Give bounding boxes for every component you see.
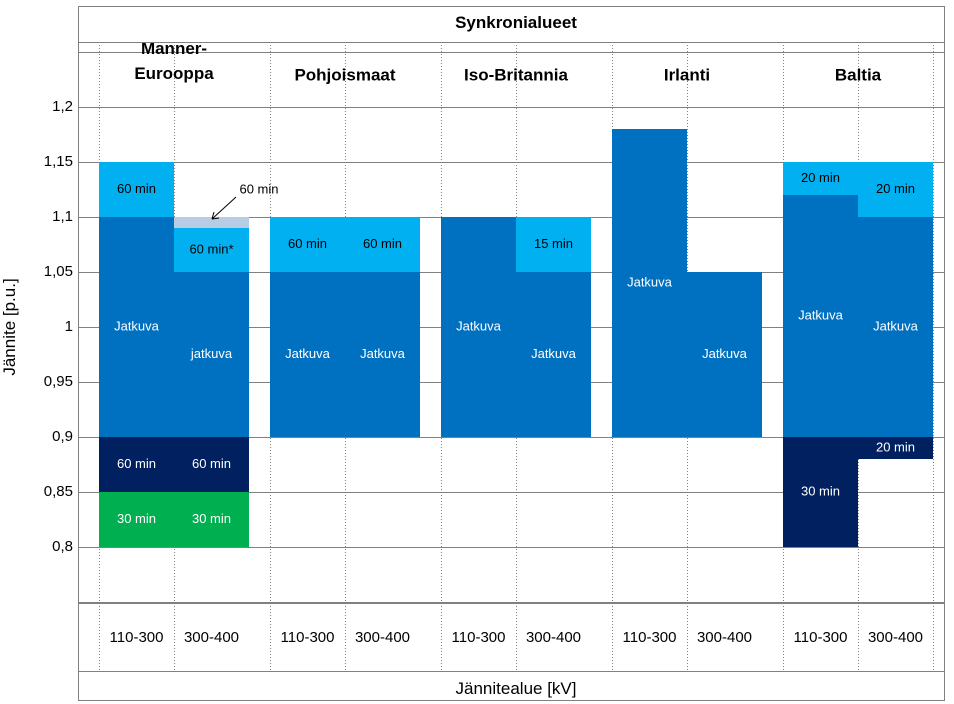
bar-segment [99,437,174,492]
bar-segment-label: 60 min [117,456,156,471]
bar-segment-label: 20 min [876,181,915,196]
y-tick-label: 0,8 [52,538,73,555]
chart-border [78,6,945,701]
bar-segment-label: Jatkuva [456,318,502,333]
y-axis-label: Jännite [p.u.] [0,278,19,375]
y-tick-label: 1,05 [44,263,73,280]
region-name: Pohjoismaat [294,65,395,84]
x-axis-label: Jännitealue [kV] [456,679,577,698]
chart-title: Synkronialueet [455,13,577,32]
bar-segment [858,217,933,437]
y-tick-label: 1,15 [44,153,73,170]
bar-segment [270,272,345,437]
bar-segment [99,217,174,437]
bar-segment-label: 60 min* [189,241,233,256]
bar-segment-label: 30 min [117,511,156,526]
bar-segment [99,492,174,547]
bar-segment-label: 20 min [801,170,840,185]
bar-segment-label: Jatkuva [627,274,673,289]
bar-segment [612,129,687,437]
callout-arrow [211,196,237,220]
bar-segment [345,272,420,437]
y-tick-label: 1,2 [52,98,73,115]
x-tick-label: 300-400 [868,629,923,646]
region-name: Baltia [835,65,882,84]
bar-segment [174,217,249,228]
frame-layer: Synkronialueet Jännitealue [kV] Jännite … [0,6,945,701]
bar-segment [174,228,249,272]
bar-segment [858,162,933,217]
bar-segment-label: 30 min [192,511,231,526]
bar-segment [783,195,858,437]
bar-segment-label: 15 min [534,236,573,251]
bar-segment [174,492,249,547]
x-tick-label: 300-400 [355,629,410,646]
bar-segment-label: jatkuva [190,346,233,361]
bar-segment [99,162,174,217]
bar-segment [516,217,591,272]
y-tick-label: 0,95 [44,373,73,390]
x-tick-label: 110-300 [794,629,848,646]
y-tick-label: 1,1 [52,208,73,225]
bar-segment-label: Jatkuva [873,318,919,333]
bar-segment [174,437,249,492]
y-tick-label: 1 [65,318,73,335]
bar-segment-label: 60 min [192,456,231,471]
bar-segment [687,272,762,437]
region-name: Eurooppa [134,64,214,83]
bar-segment [270,217,345,272]
x-tick-label: 300-400 [697,629,752,646]
region-name: Irlanti [664,65,710,84]
x-tick-label: 300-400 [184,629,239,646]
bar-segment-label: Jatkuva [531,346,577,361]
bar-segment [174,272,249,437]
bar-segment-label: 20 min [876,439,915,454]
x-tick-label: 110-300 [110,629,164,646]
labels-layer: 0,8 0,85 0,9 0,95 1 1,05 1,1 1,15 1,2 Manner- Euro… [44,39,923,646]
bar-segment-label: Jatkuva [702,346,748,361]
bar-segment-label: Jatkuva [285,346,331,361]
bar-segment [516,272,591,437]
bar-segment-label: Jatkuva [798,307,844,322]
bar-segment [783,437,858,547]
y-tick-label: 0,85 [44,483,73,500]
bar-segment [441,217,516,437]
x-tick-label: 110-300 [452,629,506,646]
x-tick-label: 110-300 [281,629,335,646]
bar-segment-label: Jatkuva [360,346,406,361]
x-tick-label: 300-400 [526,629,581,646]
bar-segment-label: 60 min [288,236,327,251]
callout-arrowhead [211,211,220,220]
bars-layer [99,129,933,547]
bar-segment-label: 60 min [117,181,156,196]
region-name: Iso-Britannia [464,65,568,84]
region-name: Manner- [141,39,207,58]
bar-segment [345,217,420,272]
y-tick-label: 0,9 [52,428,73,445]
bar-segment-label: 30 min [801,483,840,498]
x-tick-label: 110-300 [623,629,677,646]
bar-segment [858,437,933,459]
bar-segment-label: 60 min [363,236,402,251]
callout-label: 60 min [239,181,278,196]
bar-segment-label: Jatkuva [114,318,160,333]
bar-segment [783,162,858,195]
